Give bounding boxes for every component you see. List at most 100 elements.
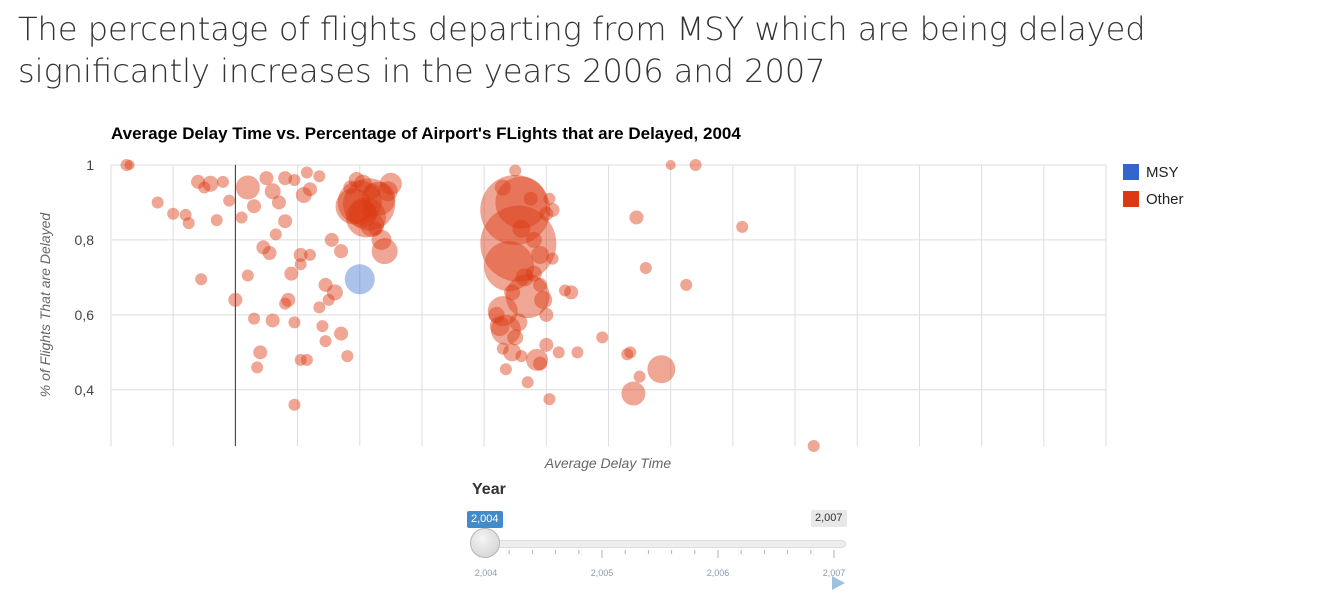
x-axis-title: Average Delay Time [544,455,672,471]
data-point-other [362,202,377,217]
data-point-other [343,180,358,195]
data-point-other [253,345,268,360]
data-point-other [334,244,349,259]
data-point-other [279,297,292,310]
data-point-other [300,166,313,179]
year-slider-title: Year [472,481,506,498]
data-point-other [228,292,243,307]
data-point-other [558,284,571,297]
data-point-other [487,296,518,327]
data-point-other [353,174,372,193]
data-point-other [284,266,299,281]
data-point-other [494,179,511,196]
axis-labels: 1 0,8 0,6 0,4 Average Delay Time % of Flights… [37,157,671,471]
data-point-other [564,285,579,300]
data-point-other [281,292,296,307]
data-point-other [300,353,313,366]
data-point-msy [344,264,375,295]
data-point-other [151,196,164,209]
y-tick-label: 1 [86,157,94,173]
data-point-other [552,346,565,359]
chart-legend: MSY Other [1123,163,1184,217]
data-point-other [371,229,392,250]
data-point-other [235,211,248,224]
data-point-other [504,284,521,301]
data-point-other [256,240,271,255]
data-point-other [361,181,396,216]
data-point-other [120,159,133,171]
data-point-other [499,363,512,376]
data-point-other [496,342,509,355]
data-point-other [265,313,280,328]
data-point-other [507,329,524,346]
data-point-other [360,212,385,237]
data-point-other [629,210,644,225]
data-point-other [545,202,560,217]
data-point-other [264,183,281,200]
data-point-other [571,346,584,359]
year-slider-handle[interactable] [470,528,500,558]
data-point-other [124,160,135,170]
data-point-other [278,214,293,229]
data-point-other [247,199,262,214]
slider-tick-label: 2,004 [475,568,498,578]
data-point-other [348,171,365,188]
legend-item-other[interactable]: Other [1123,190,1184,208]
data-point-other [503,343,522,362]
data-point-other [326,284,343,301]
chart-title: Average Delay Time vs. Percentage of Air… [111,124,741,143]
data-point-other [495,176,548,229]
data-point-other [539,337,554,352]
data-point-other [294,353,307,366]
data-point-other [480,205,557,282]
data-point-other [210,214,223,227]
data-point-other [505,274,550,319]
data-point-other [293,247,308,262]
data-point-other [259,171,274,186]
data-point-other [337,180,382,225]
data-point-other [343,178,396,231]
data-point-other [303,182,317,197]
data-point-other [539,206,554,221]
legend-item-msy[interactable]: MSY [1123,163,1184,181]
data-point-other [807,440,820,452]
data-point-other [512,219,531,238]
data-point-other [216,175,229,188]
data-point-other [195,273,208,286]
slider-tick-label: 2,005 [591,568,614,578]
play-icon[interactable] [832,576,845,590]
data-point-other [525,231,542,248]
data-point-other [665,160,676,170]
data-point-other [509,313,528,332]
data-point-other [647,355,676,384]
data-point-other [316,320,329,333]
legend-swatch [1123,164,1139,180]
slider-tick-label: 2,006 [707,568,730,578]
page-headline: The percentage of flights departing from… [18,10,1146,90]
y-tick-label: 0,8 [75,232,95,248]
data-point-other [515,350,528,363]
data-point-other [335,188,372,225]
data-point-other [251,361,264,374]
data-point-other [295,186,312,203]
data-point-other [271,195,286,210]
scatter-plot: 1 0,8 0,6 0,4 Average Delay Time % of Flights… [37,157,1107,471]
data-point-other [341,350,354,363]
data-point-other [371,238,398,265]
data-point-other [515,268,534,287]
data-point-other [488,306,505,323]
legend-label: MSY [1146,163,1179,181]
data-point-other [489,316,510,337]
data-point-other [736,220,749,233]
data-point-other [377,181,398,202]
year-slider-track[interactable] [486,540,846,548]
data-point-other [322,293,335,306]
data-point-other [304,248,316,261]
data-point-other [379,172,402,195]
data-point-other [533,356,548,371]
data-point-other [525,348,548,371]
y-tick-label: 0,6 [75,307,95,323]
data-point-other [533,277,548,292]
data-point-other [368,221,383,236]
data-point-other [543,192,556,205]
